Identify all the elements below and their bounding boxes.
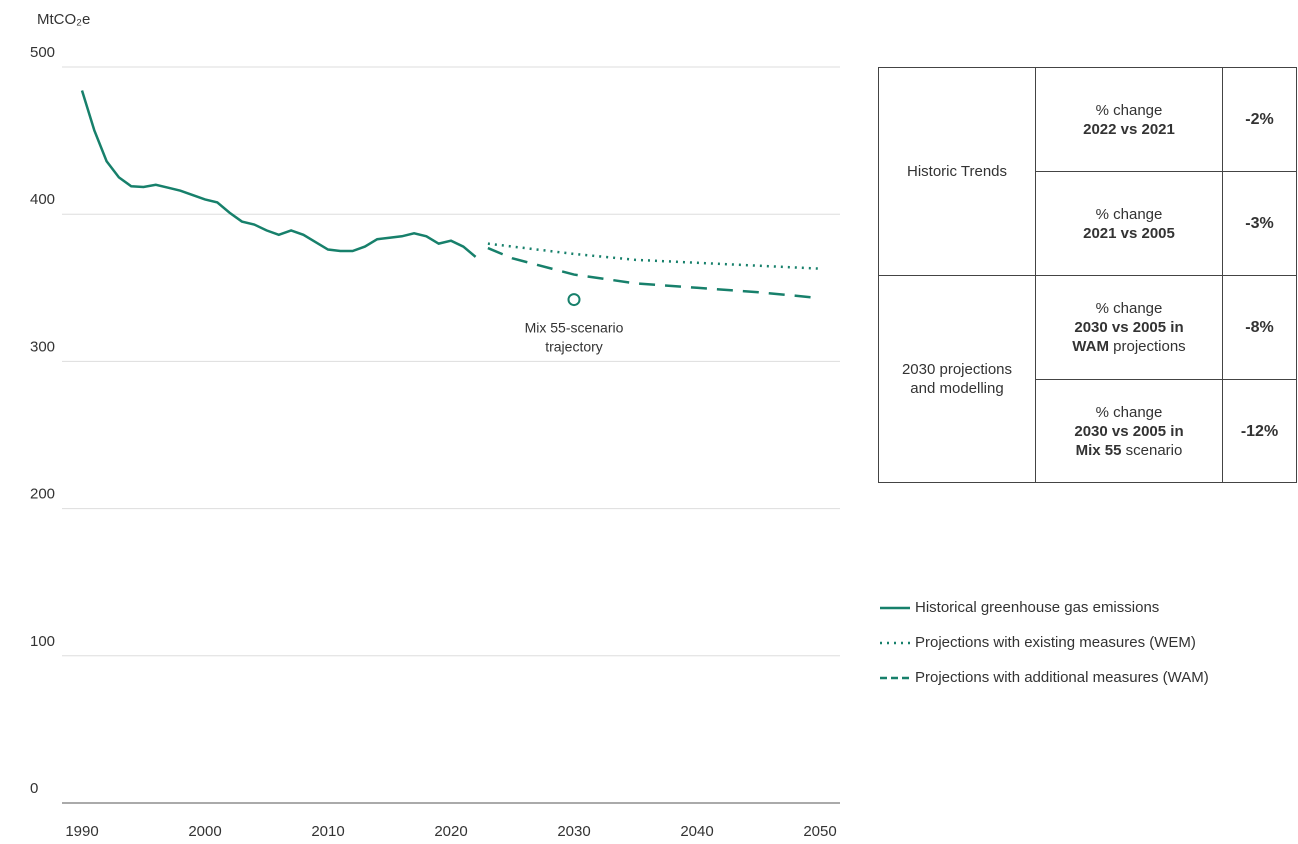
row-value: -8% [1222,275,1297,380]
legend: Historical greenhouse gas emissions Proje… [880,599,1209,686]
y-tick-label: 200 [30,486,55,503]
row-description: % change 2022 vs 2021 [1035,67,1223,172]
description-text: % change [1095,101,1163,119]
y-tick-label: 100 [30,633,55,650]
description-text: % change [1095,300,1163,317]
x-tick-label: 2040 [680,823,713,840]
description-text: 2030 vs 2005 in [1074,422,1184,440]
group-label: Historic Trends [878,67,1036,276]
value-text: -12% [1240,422,1279,440]
group-label-text: and modelling [910,380,1004,397]
x-tick-label: 2030 [557,823,590,840]
legend-label: Projections with existing measures (WEM) [915,634,1196,651]
description-text: 2030 vs 2005 in [1074,319,1184,336]
annotation-label: trajectory [545,338,603,354]
table-row: 2030 projections and modelling% change 203… [878,275,1297,483]
group-label: 2030 projections and modelling [878,275,1036,483]
x-tick-label: 2020 [434,823,467,840]
description-text: % change [1095,205,1163,223]
legend-label: Projections with additional measures (WA… [915,669,1209,686]
y-tick-label: 300 [30,338,55,355]
table-row: % change 2030 vs 2005 in Mix 55 scenario -1… [879,379,1297,483]
series-line [487,246,821,300]
chart: MtCO₂e 0 100 200 300 400 500 1990 2000 2010 2020 2… [30,11,840,840]
table-row: % change 2021 vs 2005 -3% [879,171,1297,276]
row-description: % change 2021 vs 2005 [1035,171,1223,276]
group-label-text: Historic Trends [906,163,1008,180]
description-text: 2022 vs 2021 [1083,120,1175,138]
x-tick-label: 2010 [311,823,344,840]
description-text: scenario [1121,441,1183,459]
row-value: -2% [1222,67,1297,172]
x-tick-label: 2050 [803,823,836,840]
annotation-label: Mix 55-scenario [525,319,624,335]
value-text: -2% [1245,111,1274,128]
annotation-marker [567,293,581,307]
description-text: % change [1095,403,1163,421]
legend-label: Historical greenhouse gas emissions [915,599,1159,616]
description-text: Mix 55 [1075,441,1122,459]
series-line [487,242,821,270]
x-tick-label: 1990 [65,823,98,840]
description-text: projections [1108,338,1186,355]
description-text: WAM [1072,338,1109,355]
y-tick-label: 400 [30,191,55,208]
y-axis-label: MtCO₂e [37,11,90,28]
series-line [80,90,477,258]
table-row: Historic Trends% change 2022 vs 2021 -2% [878,67,1297,276]
value-text: -3% [1245,215,1274,232]
row-value: -12% [1222,379,1297,483]
row-description: % change 2030 vs 2005 in WAM projections [1035,275,1223,380]
row-value: -3% [1222,171,1297,276]
x-tick-label: 2000 [188,823,221,840]
summary-table: Historic Trends% change 2022 vs 2021 -2%% … [878,67,1297,483]
group-label-text: 2030 projections [901,361,1013,378]
y-tick-label: 500 [30,44,55,61]
value-text: -8% [1245,319,1274,336]
description-text: 2021 vs 2005 [1083,224,1175,242]
row-description: % change 2030 vs 2005 in Mix 55 scenario [1035,379,1223,483]
y-tick-label: 0 [30,780,38,797]
